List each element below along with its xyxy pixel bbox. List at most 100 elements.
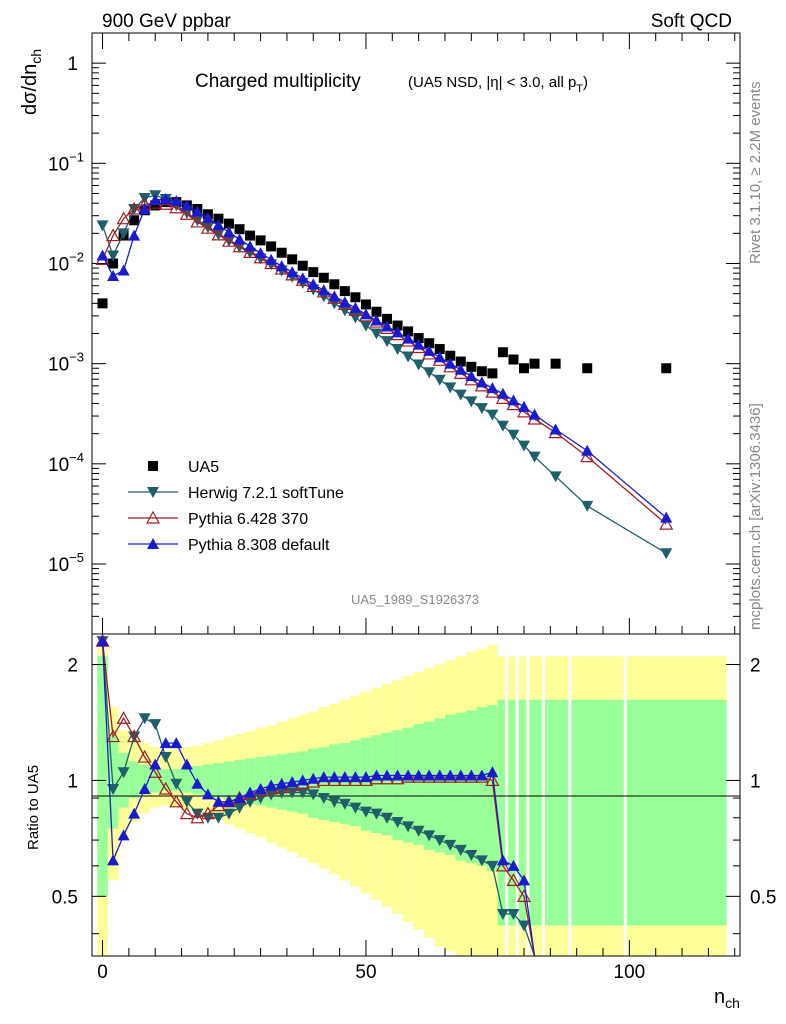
ratio-point bbox=[359, 771, 372, 783]
top-y-ticks: 1 10−1 10−2 10−3 10−4 10−5 bbox=[48, 32, 740, 635]
ratio-point bbox=[359, 806, 372, 818]
ratio-point bbox=[170, 778, 183, 790]
ratio-point bbox=[433, 835, 446, 847]
ratio-y-tick-label: 0.5 bbox=[52, 887, 78, 908]
data-point bbox=[180, 199, 193, 211]
data-point bbox=[190, 214, 205, 228]
ratio-point bbox=[475, 855, 488, 867]
ratio-point bbox=[233, 802, 246, 814]
top-y-label: dσ/dnch bbox=[19, 49, 44, 115]
data-point bbox=[518, 440, 530, 452]
ratio-y-ticks: 2 2 1 1 0.5 0.5 bbox=[52, 655, 776, 935]
data-point bbox=[370, 314, 383, 326]
data-point bbox=[661, 363, 672, 374]
data-point bbox=[213, 213, 224, 224]
uncertainty-band-green bbox=[97, 656, 108, 897]
data-point bbox=[455, 356, 466, 367]
data-point bbox=[129, 215, 140, 226]
data-point bbox=[444, 382, 457, 394]
top-x-ticks bbox=[102, 33, 736, 634]
uncertainty-band-green bbox=[529, 699, 543, 926]
data-point bbox=[496, 420, 509, 432]
data-point bbox=[497, 347, 508, 358]
data-point bbox=[454, 389, 467, 401]
data-point bbox=[276, 247, 287, 258]
data-point bbox=[529, 358, 540, 369]
legend-label: Pythia 6.428 370 bbox=[188, 511, 308, 528]
ratio-point bbox=[137, 749, 152, 763]
ratio-point bbox=[496, 854, 509, 866]
data-point bbox=[359, 320, 372, 332]
data-point bbox=[329, 279, 340, 290]
ratio-point bbox=[518, 920, 530, 932]
data-point bbox=[508, 354, 519, 365]
legend-marker bbox=[145, 510, 161, 524]
ratio-point bbox=[475, 769, 488, 781]
data-point bbox=[582, 363, 593, 374]
ratio-point bbox=[127, 729, 142, 743]
legend-label: UA5 bbox=[188, 459, 219, 476]
data-point bbox=[338, 296, 351, 308]
data-point bbox=[423, 344, 436, 356]
ratio-point bbox=[349, 802, 362, 814]
data-point bbox=[116, 211, 131, 225]
data-point bbox=[212, 219, 225, 231]
data-point bbox=[338, 305, 351, 317]
data-point bbox=[550, 358, 561, 369]
plot-title: Charged multiplicity bbox=[195, 71, 361, 92]
data-point bbox=[106, 228, 121, 242]
uncertainty-band-green bbox=[434, 718, 445, 853]
ratio-point bbox=[486, 860, 499, 872]
data-point bbox=[96, 220, 109, 232]
data-point bbox=[138, 202, 151, 214]
data-point bbox=[180, 207, 193, 219]
data-point bbox=[660, 548, 673, 560]
data-point bbox=[528, 408, 541, 420]
data-point bbox=[434, 344, 445, 355]
data-point bbox=[254, 247, 267, 259]
top-panel: 1 10−1 10−2 10−3 10−4 10−5 Charged multiplici… bbox=[19, 32, 741, 635]
data-point bbox=[444, 357, 457, 369]
ratio-point bbox=[486, 766, 499, 778]
ratio-panel: 2 2 1 1 0.5 0.5 0 50 100 Ratio to UA5 bbox=[25, 633, 776, 983]
ratio-point bbox=[117, 767, 130, 779]
data-point bbox=[128, 229, 141, 241]
ratio-point bbox=[159, 752, 172, 764]
data-point bbox=[413, 333, 424, 344]
data-point bbox=[391, 344, 404, 356]
data-point bbox=[179, 207, 194, 220]
uncertainty-band-green bbox=[571, 699, 624, 926]
x-tick-label: 50 bbox=[355, 962, 376, 983]
data-point bbox=[382, 313, 393, 324]
data-point bbox=[487, 368, 498, 379]
ratio-point bbox=[296, 787, 309, 799]
data-point bbox=[211, 227, 226, 241]
ratio-point bbox=[275, 787, 288, 799]
ratio-point bbox=[170, 737, 183, 749]
data-point bbox=[581, 444, 594, 456]
ratio-point bbox=[222, 808, 235, 820]
uncertainty-band-green bbox=[350, 740, 361, 827]
ratio-point bbox=[454, 844, 467, 856]
data-point bbox=[245, 230, 256, 241]
data-point bbox=[201, 211, 214, 223]
uncertainty-band-green bbox=[518, 699, 527, 926]
ratio-point bbox=[307, 789, 320, 801]
data-point bbox=[243, 245, 258, 259]
data-point bbox=[265, 253, 278, 265]
uncertainty-band-green bbox=[402, 727, 414, 843]
data-point bbox=[244, 240, 257, 252]
data-point bbox=[222, 226, 235, 238]
data-point bbox=[465, 396, 478, 408]
data-point bbox=[221, 233, 236, 247]
data-point bbox=[349, 301, 362, 313]
data-point bbox=[580, 449, 595, 463]
legend-entry: Herwig 7.2.1 softTune bbox=[128, 485, 344, 502]
legend-label: Herwig 7.2.1 softTune bbox=[188, 485, 344, 502]
uncertainty-band-green bbox=[128, 761, 140, 799]
ratio-point bbox=[465, 850, 478, 862]
top-y-tick-label: 10−3 bbox=[48, 350, 84, 376]
data-point bbox=[475, 376, 488, 388]
top-y-tick-label: 10−5 bbox=[48, 550, 84, 576]
ratio-point bbox=[149, 719, 162, 731]
